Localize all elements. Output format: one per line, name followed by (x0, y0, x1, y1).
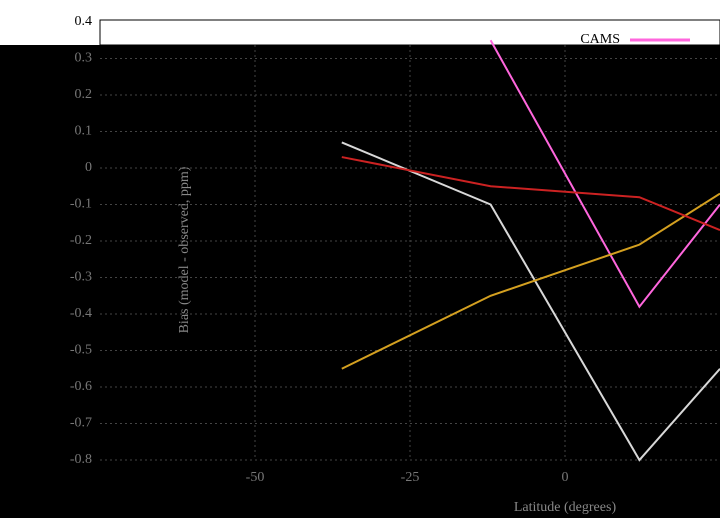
y-tick-label: 0.3 (75, 51, 93, 66)
y-tick-label: -0.8 (70, 452, 92, 467)
y-tick-label: -0.3 (70, 270, 92, 285)
y-axis-label: Bias (model - observed, ppm) (177, 166, 192, 333)
x-tick-label: -25 (401, 470, 420, 485)
series-line (341, 141, 720, 462)
legend-label: CAMS (580, 32, 620, 47)
y-tick-label: 0.2 (75, 87, 93, 102)
x-tick-label: -50 (246, 470, 265, 485)
series-line (489, 39, 720, 309)
x-axis-label: Latitude (degrees) (514, 500, 617, 515)
x-tick-label: 0 (562, 470, 569, 485)
y-tick-label: 0 (85, 160, 92, 175)
y-tick-label: -0.4 (70, 306, 92, 321)
y-tick-label: 0.1 (75, 124, 93, 139)
y-tick-label: -0.2 (70, 233, 92, 248)
plot-background (0, 45, 720, 518)
series-line (341, 156, 720, 231)
y-tick-label: -0.7 (70, 416, 92, 431)
y-tick-label: -0.6 (70, 379, 92, 394)
y-tick-label: -0.5 (70, 343, 92, 358)
y-tick-label: -0.1 (70, 197, 92, 212)
y-tick-label: 0.4 (75, 14, 93, 29)
series-line (341, 192, 720, 370)
plot-frame (99, 19, 720, 46)
